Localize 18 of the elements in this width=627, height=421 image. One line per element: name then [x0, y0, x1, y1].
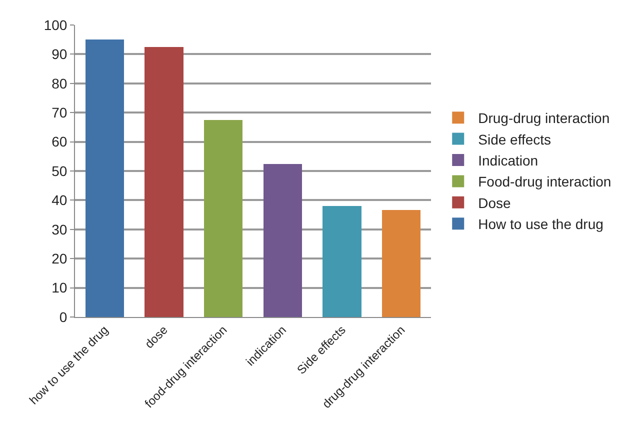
- y-tick-label: 60: [52, 134, 68, 150]
- legend-label: Dose: [478, 194, 512, 211]
- y-tick-label: 100: [44, 16, 68, 33]
- y-tick-label: 40: [52, 192, 68, 208]
- y-tick-label: 70: [52, 104, 68, 120]
- y-tick-label: 30: [52, 221, 68, 238]
- y-tick-label: 90: [52, 46, 68, 62]
- y-tick-label: 20: [52, 250, 68, 266]
- legend-label: Drug-drug interaction: [478, 110, 610, 126]
- legend-label: How to use the drug: [478, 216, 604, 232]
- y-tick-label: 0: [59, 308, 68, 325]
- legend-label: Indication: [478, 152, 538, 168]
- legend-label: Food-drug interaction: [478, 174, 612, 190]
- y-tick-label: 10: [52, 280, 68, 296]
- y-tick-label: 80: [52, 75, 68, 92]
- x-tick-label: how to use the drug: [26, 322, 112, 408]
- legend-label: Side effects: [478, 131, 552, 148]
- y-tick-label: 50: [52, 162, 68, 179]
